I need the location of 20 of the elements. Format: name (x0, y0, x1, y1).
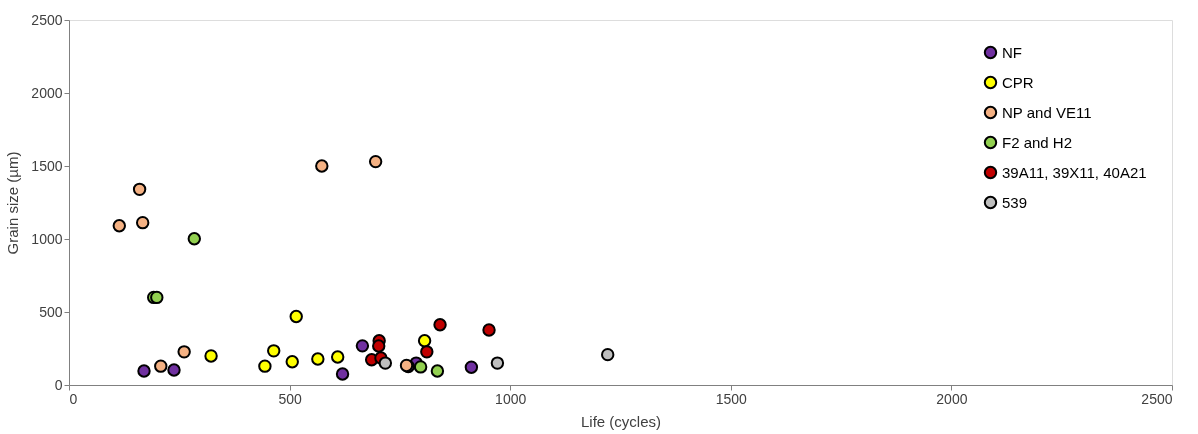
legend-label: NP and VE11 (1002, 103, 1092, 121)
x-tick-label: 1500 (715, 390, 748, 407)
x-tick-label: 1000 (495, 390, 527, 407)
legend-label: 39A11, 39X11, 40A21 (1002, 163, 1147, 181)
legend-label: F2 and H2 (1002, 133, 1073, 151)
x-tick-label: 500 (278, 390, 302, 407)
y-tick-label: 2500 (31, 11, 63, 28)
x-tick-label: 2500 (1141, 390, 1173, 407)
x-tick-label: 2000 (936, 390, 968, 407)
x-tick-label: 0 (69, 390, 78, 407)
y-tick-label: 1000 (31, 230, 63, 247)
y-tick-label: 500 (39, 303, 63, 320)
y-tick-label: 2000 (31, 84, 63, 101)
y-tick-label: 1500 (31, 157, 63, 174)
legend-label: NF (1002, 43, 1022, 61)
legend-label: CPR (1002, 73, 1034, 91)
legend-label: 539 (1002, 193, 1028, 211)
y-axis-title: Grain size (µm) (4, 151, 22, 255)
x-axis-title: Life (cycles) (580, 412, 662, 430)
y-tick-label: 0 (54, 376, 63, 393)
